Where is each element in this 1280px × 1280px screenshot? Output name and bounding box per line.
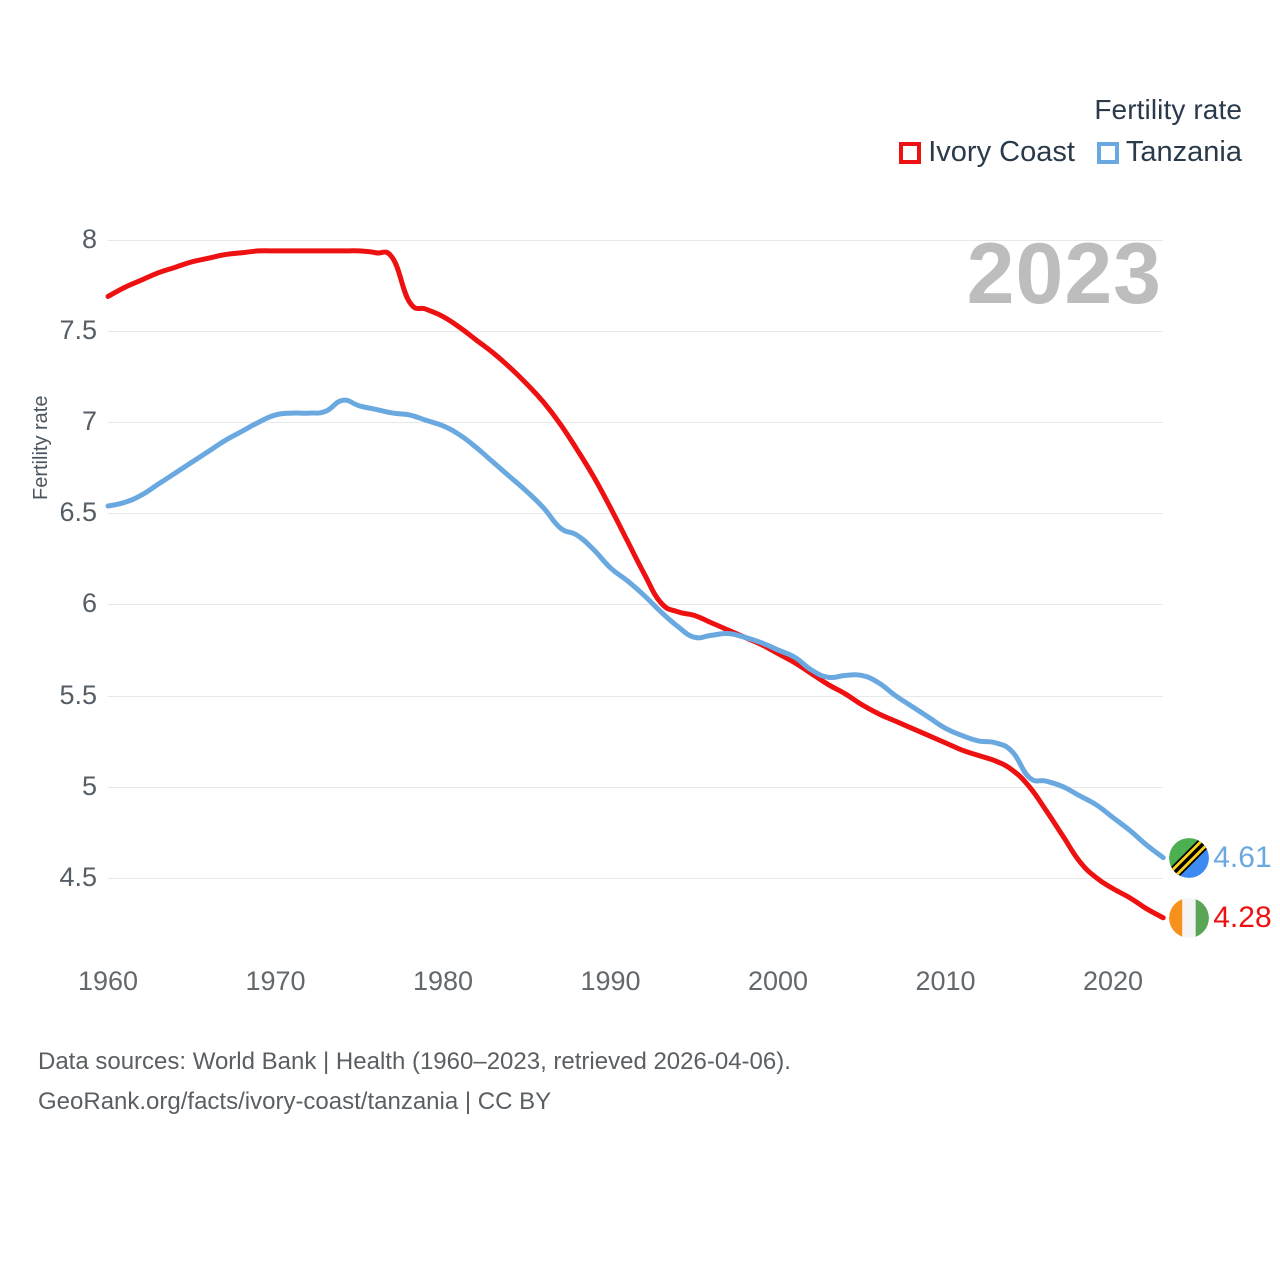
series-line-ivory-coast [105, 248, 1166, 921]
x-axis-tick-label: 1960 [77, 966, 139, 996]
legend-swatch-ivory-coast [899, 141, 922, 164]
y-axis-tick-label: 7 [81, 406, 97, 437]
legend-swatch-tanzania [1096, 141, 1119, 164]
plot-area [105, 240, 1166, 936]
chart-legend: Fertility rate Ivory Coast Tanzania [899, 96, 1242, 167]
gridline [108, 786, 1163, 788]
y-axis-tick-label: 4.5 [59, 861, 97, 892]
legend-item-ivory-coast[interactable]: Ivory Coast [899, 138, 1075, 167]
gridline [108, 695, 1163, 697]
legend-label-tanzania: Tanzania [1125, 136, 1242, 168]
gridline [108, 513, 1163, 515]
endpoint-value: 4.28 [1213, 900, 1272, 934]
y-axis-tick-label: 8 [81, 224, 97, 254]
x-axis-tick-label: 2010 [915, 966, 976, 996]
y-axis-tick-label: 6 [81, 588, 97, 619]
footer-data-sources: Data sources: World Bank | Health (1960–… [38, 1048, 791, 1075]
y-axis-tick-label: 6.5 [59, 497, 97, 528]
legend-items: Ivory Coast Tanzania [899, 138, 1242, 167]
gridline [108, 240, 1163, 241]
year-watermark: 2023 [966, 226, 1162, 322]
y-axis-tick-label: 7.5 [59, 315, 97, 346]
x-axis-tick-label: 1990 [580, 966, 641, 996]
legend-item-tanzania[interactable]: Tanzania [1096, 136, 1242, 168]
endpoint-tanzania: 4.61 [1169, 837, 1272, 878]
x-axis-tick-label: 2000 [747, 966, 809, 996]
chart-footer: Data sources: World Bank | Health (1960–… [38, 1042, 791, 1121]
gridline [108, 604, 1163, 606]
ivory-coast-flag [1169, 897, 1210, 938]
series-line-tanzania [105, 397, 1166, 861]
gridline [108, 877, 1163, 879]
x-axis-tick-label: 2020 [1082, 966, 1144, 996]
endpoint-ivory-coast: 4.28 [1169, 897, 1272, 938]
x-axis-tick-label: 1970 [245, 966, 306, 996]
x-axis-tick-label: 1980 [412, 966, 474, 996]
footer-attribution: GeoRank.org/facts/ivory-coast/tanzania |… [38, 1087, 552, 1115]
y-axis-title: Fertility rate [30, 395, 52, 500]
legend-title: Fertility rate [1094, 94, 1242, 125]
tanzania-flag [1169, 837, 1210, 878]
series-lines [105, 248, 1166, 921]
gridline [108, 331, 1163, 333]
y-axis-tick-label: 5.5 [59, 679, 97, 710]
endpoint-value: 4.61 [1213, 840, 1272, 874]
legend-label-ivory-coast: Ivory Coast [928, 136, 1075, 168]
y-axis-tick-label: 5 [81, 770, 97, 801]
gridline [108, 422, 1163, 424]
